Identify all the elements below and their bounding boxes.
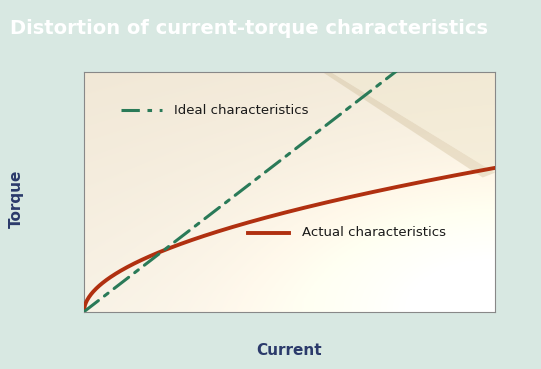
Text: Ideal characteristics: Ideal characteristics <box>174 104 309 117</box>
Text: Actual characteristics: Actual characteristics <box>302 226 446 239</box>
Polygon shape <box>331 72 495 173</box>
Polygon shape <box>322 72 495 177</box>
Text: Current: Current <box>256 343 322 358</box>
Text: Torque: Torque <box>9 170 24 228</box>
Text: Distortion of current-torque characteristics: Distortion of current-torque characteris… <box>10 19 488 38</box>
